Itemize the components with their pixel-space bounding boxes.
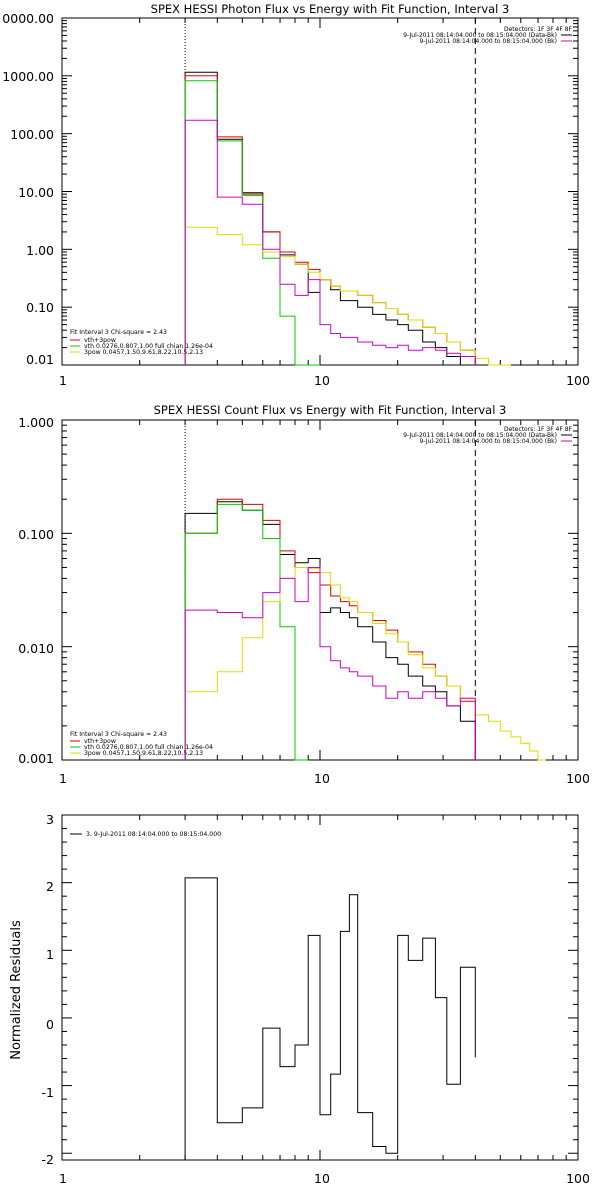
photon-x-tick-label: 100 (566, 373, 590, 388)
count-bk-series (184, 567, 476, 760)
count-interval-bk-label: 9-Jul-2011 08:14:04.000 to 08:15:04.000 … (419, 438, 557, 445)
count-flux-y-tick-labels: 1.000 0.100 0.010 0.001 (18, 415, 54, 766)
count-fit-legend-item: vth 0.0276,0.807,1.00 full chian 1.26e-0… (84, 744, 213, 751)
residuals-y-tick-label: 3 (46, 812, 54, 827)
photon-y-tick-label: 1.00 (26, 243, 54, 258)
photon-flux-y-tick-labels: 0000.00 1000.00 100.00 10.00 1.00 0.10 0… (2, 11, 54, 367)
photon-y-tick-label: 100.00 (10, 127, 54, 142)
photon-y-tick-label: 0.01 (26, 352, 54, 367)
count-y-tick-label: 0.001 (18, 751, 54, 766)
photon-y-tick-label: 10.00 (18, 185, 54, 200)
residuals-y-tick-label: -1 (42, 1085, 54, 1100)
count-x-tick-label: 1 (59, 771, 67, 786)
residuals-y-tick-label: -2 (42, 1152, 54, 1167)
count-data-minus-bk-series (184, 501, 476, 760)
residuals-x-tick-label: 100 (566, 1171, 590, 1186)
count-y-tick-label: 0.010 (18, 641, 54, 656)
residuals-y-tick-label: 1 (46, 947, 54, 962)
residuals-panel: Normalized Residuals 3 2 1 0 -1 -2 1 10 … (9, 812, 590, 1186)
count-y-tick-label: 0.100 (18, 527, 54, 542)
photon-flux-title: SPEX HESSI Photon Flux vs Energy with Fi… (151, 2, 510, 16)
photon-flux-panel: SPEX HESSI Photon Flux vs Energy with Fi… (2, 2, 590, 388)
photon-detectors-label: Detectors: 1F 3F 4F 8F (504, 26, 573, 33)
count-vth-series (184, 503, 309, 761)
photon-fit-legend-header: Fit Interval 3 Chi-square = 2.43 (70, 329, 167, 336)
residuals-y-axis-label: Normalized Residuals (9, 920, 24, 1060)
photon-flux-x-tick-labels: 1 10 100 (59, 373, 590, 388)
count-fit-legend-item: vth+3pow (84, 738, 116, 745)
photon-fit-legend-item: 3pow 0.0457,1.50,9.61,8.22,10.5,2.13 (84, 349, 203, 356)
count-x-tick-label: 10 (314, 771, 330, 786)
residuals-x-tick-label: 1 (59, 1171, 67, 1186)
photon-fit-legend-item: vth+3pow (84, 337, 116, 344)
photon-fit-legend-item: vth 0.0276,0.807,1.00 full chian 1.26e-0… (84, 343, 213, 350)
count-flux-annotations: Detectors: 1F 3F 4F 8F 9-Jul-2011 08:14:… (403, 426, 572, 445)
photon-flux-annotations: Detectors: 1F 3F 4F 8F 9-Jul-2011 08:14:… (403, 26, 572, 45)
count-flux-x-tick-labels: 1 10 100 (59, 771, 590, 786)
count-interval-dbk-label: 9-Jul-2011 08:14:04.000 to 08:15:04.000 … (403, 432, 557, 439)
count-fit-legend-item: 3pow 0.0457,1.50,9.61,8.22,10.5,2.13 (84, 750, 203, 757)
residuals-y-tick-label: 0 (46, 1017, 54, 1032)
count-y-tick-label: 1.000 (18, 415, 54, 430)
photon-data-minus-bk-series (184, 71, 476, 366)
residuals-x-tick-label: 10 (314, 1171, 330, 1186)
photon-3pow-series (184, 226, 511, 366)
photon-y-tick-label: 0.10 (26, 300, 54, 315)
residuals-legend: 3. 9-Jul-2011 08:14:04.000 to 08:15:04.0… (70, 831, 221, 838)
residuals-y-tick-labels: 3 2 1 0 -1 -2 (42, 812, 55, 1167)
photon-interval-dbk-label: 9-Jul-2011 08:14:04.000 to 08:15:04.000 … (403, 32, 557, 39)
photon-total-series (184, 75, 476, 365)
photon-y-tick-label: 1000.00 (2, 69, 54, 84)
residuals-plot-area (61, 814, 579, 1161)
count-plot-area (61, 419, 579, 761)
count-fit-legend: Fit Interval 3 Chi-square = 2.43 vth+3po… (70, 731, 213, 757)
plot-layer (61, 17, 579, 1161)
photon-fit-legend: Fit Interval 3 Chi-square = 2.43 vth+3po… (70, 329, 213, 356)
photon-y-tick-label: 0000.00 (2, 11, 54, 26)
count-fit-legend-header: Fit Interval 3 Chi-square = 2.43 (70, 731, 167, 738)
count-3pow-series (184, 567, 546, 761)
photon-plot-area (61, 17, 579, 366)
photon-interval-bk-label: 9-Jul-2011 08:14:04.000 to 08:15:04.000 … (419, 38, 557, 45)
count-total-series (184, 498, 476, 760)
photon-x-tick-label: 1 (59, 373, 67, 388)
residuals-legend-label: 3. 9-Jul-2011 08:14:04.000 to 08:15:04.0… (86, 831, 221, 838)
count-flux-panel: SPEX HESSI Count Flux vs Energy with Fit… (18, 403, 590, 786)
count-flux-title: SPEX HESSI Count Flux vs Energy with Fit… (154, 403, 507, 417)
photon-bk-series (184, 119, 476, 365)
count-detectors-label: Detectors: 1F 3F 4F 8F (504, 426, 573, 433)
count-x-tick-label: 100 (566, 771, 590, 786)
residuals-y-tick-label: 2 (46, 879, 54, 894)
photon-x-tick-label: 10 (314, 373, 330, 388)
residuals-residuals-series (184, 877, 476, 1160)
photon-vth-series (184, 80, 320, 366)
residuals-x-tick-labels: 1 10 100 (59, 1171, 590, 1186)
